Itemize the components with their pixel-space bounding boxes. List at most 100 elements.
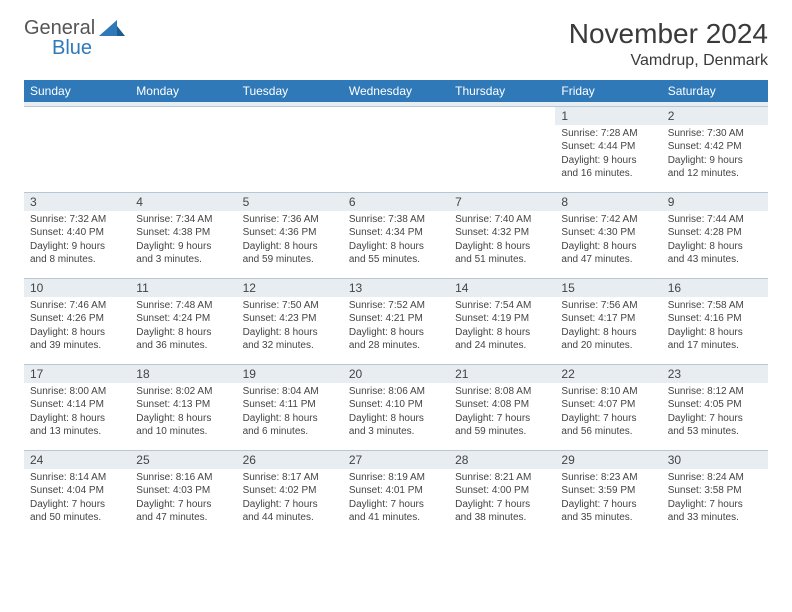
calendar-day-cell xyxy=(24,106,130,192)
day-details: Sunrise: 8:10 AMSunset: 4:07 PMDaylight:… xyxy=(555,383,661,443)
calendar-day-cell: 6Sunrise: 7:38 AMSunset: 4:34 PMDaylight… xyxy=(343,192,449,278)
calendar-day-cell: 2Sunrise: 7:30 AMSunset: 4:42 PMDaylight… xyxy=(662,106,768,192)
day-number: 24 xyxy=(24,451,130,469)
day-number: 18 xyxy=(130,365,236,383)
day-details: Sunrise: 7:48 AMSunset: 4:24 PMDaylight:… xyxy=(130,297,236,357)
calendar-day-cell: 8Sunrise: 7:42 AMSunset: 4:30 PMDaylight… xyxy=(555,192,661,278)
weekday-header: Friday xyxy=(555,80,661,102)
calendar-day-cell: 16Sunrise: 7:58 AMSunset: 4:16 PMDayligh… xyxy=(662,278,768,364)
calendar-day-cell: 21Sunrise: 8:08 AMSunset: 4:08 PMDayligh… xyxy=(449,364,555,450)
calendar-day-cell: 9Sunrise: 7:44 AMSunset: 4:28 PMDaylight… xyxy=(662,192,768,278)
day-details: Sunrise: 8:08 AMSunset: 4:08 PMDaylight:… xyxy=(449,383,555,443)
calendar-table: SundayMondayTuesdayWednesdayThursdayFrid… xyxy=(24,80,768,536)
logo-word-top: General xyxy=(24,18,95,38)
day-number: 27 xyxy=(343,451,449,469)
day-number: 16 xyxy=(662,279,768,297)
calendar-day-cell: 11Sunrise: 7:48 AMSunset: 4:24 PMDayligh… xyxy=(130,278,236,364)
day-details: Sunrise: 7:32 AMSunset: 4:40 PMDaylight:… xyxy=(24,211,130,271)
title-block: November 2024 Vamdrup, Denmark xyxy=(569,18,768,70)
day-details: Sunrise: 8:19 AMSunset: 4:01 PMDaylight:… xyxy=(343,469,449,529)
calendar-day-cell: 18Sunrise: 8:02 AMSunset: 4:13 PMDayligh… xyxy=(130,364,236,450)
calendar-day-cell: 12Sunrise: 7:50 AMSunset: 4:23 PMDayligh… xyxy=(237,278,343,364)
day-details: Sunrise: 8:14 AMSunset: 4:04 PMDaylight:… xyxy=(24,469,130,529)
location: Vamdrup, Denmark xyxy=(569,52,768,70)
calendar-day-cell: 26Sunrise: 8:17 AMSunset: 4:02 PMDayligh… xyxy=(237,450,343,536)
day-details: Sunrise: 8:02 AMSunset: 4:13 PMDaylight:… xyxy=(130,383,236,443)
day-number: 30 xyxy=(662,451,768,469)
calendar-day-cell: 20Sunrise: 8:06 AMSunset: 4:10 PMDayligh… xyxy=(343,364,449,450)
calendar-day-cell xyxy=(449,106,555,192)
day-details: Sunrise: 7:52 AMSunset: 4:21 PMDaylight:… xyxy=(343,297,449,357)
weekday-header: Wednesday xyxy=(343,80,449,102)
day-number: 23 xyxy=(662,365,768,383)
day-details: Sunrise: 8:00 AMSunset: 4:14 PMDaylight:… xyxy=(24,383,130,443)
calendar-day-cell: 30Sunrise: 8:24 AMSunset: 3:58 PMDayligh… xyxy=(662,450,768,536)
day-number: 21 xyxy=(449,365,555,383)
calendar-day-cell: 24Sunrise: 8:14 AMSunset: 4:04 PMDayligh… xyxy=(24,450,130,536)
day-number: 17 xyxy=(24,365,130,383)
day-number: 22 xyxy=(555,365,661,383)
weekday-header: Tuesday xyxy=(237,80,343,102)
day-details: Sunrise: 7:56 AMSunset: 4:17 PMDaylight:… xyxy=(555,297,661,357)
calendar-day-cell: 1Sunrise: 7:28 AMSunset: 4:44 PMDaylight… xyxy=(555,106,661,192)
day-number: 25 xyxy=(130,451,236,469)
day-number: 8 xyxy=(555,193,661,211)
calendar-day-cell: 29Sunrise: 8:23 AMSunset: 3:59 PMDayligh… xyxy=(555,450,661,536)
calendar-day-cell: 22Sunrise: 8:10 AMSunset: 4:07 PMDayligh… xyxy=(555,364,661,450)
day-details: Sunrise: 8:23 AMSunset: 3:59 PMDaylight:… xyxy=(555,469,661,529)
day-details: Sunrise: 7:38 AMSunset: 4:34 PMDaylight:… xyxy=(343,211,449,271)
weekday-header: Monday xyxy=(130,80,236,102)
day-number: 14 xyxy=(449,279,555,297)
calendar-day-cell: 17Sunrise: 8:00 AMSunset: 4:14 PMDayligh… xyxy=(24,364,130,450)
calendar-day-cell xyxy=(130,106,236,192)
day-details: Sunrise: 8:24 AMSunset: 3:58 PMDaylight:… xyxy=(662,469,768,529)
calendar-day-cell: 27Sunrise: 8:19 AMSunset: 4:01 PMDayligh… xyxy=(343,450,449,536)
day-number: 12 xyxy=(237,279,343,297)
day-number: 15 xyxy=(555,279,661,297)
day-details: Sunrise: 7:28 AMSunset: 4:44 PMDaylight:… xyxy=(555,125,661,185)
logo-mark-icon xyxy=(99,18,125,45)
calendar-day-cell: 13Sunrise: 7:52 AMSunset: 4:21 PMDayligh… xyxy=(343,278,449,364)
day-details: Sunrise: 7:30 AMSunset: 4:42 PMDaylight:… xyxy=(662,125,768,185)
calendar-day-cell: 10Sunrise: 7:46 AMSunset: 4:26 PMDayligh… xyxy=(24,278,130,364)
day-details: Sunrise: 7:54 AMSunset: 4:19 PMDaylight:… xyxy=(449,297,555,357)
day-details: Sunrise: 7:40 AMSunset: 4:32 PMDaylight:… xyxy=(449,211,555,271)
calendar-day-cell: 25Sunrise: 8:16 AMSunset: 4:03 PMDayligh… xyxy=(130,450,236,536)
header: General Blue November 2024 Vamdrup, Denm… xyxy=(24,18,768,70)
calendar-week-row: 24Sunrise: 8:14 AMSunset: 4:04 PMDayligh… xyxy=(24,450,768,536)
day-details: Sunrise: 7:36 AMSunset: 4:36 PMDaylight:… xyxy=(237,211,343,271)
day-number: 26 xyxy=(237,451,343,469)
day-number: 4 xyxy=(130,193,236,211)
calendar-day-cell: 19Sunrise: 8:04 AMSunset: 4:11 PMDayligh… xyxy=(237,364,343,450)
day-number: 6 xyxy=(343,193,449,211)
day-details: Sunrise: 7:42 AMSunset: 4:30 PMDaylight:… xyxy=(555,211,661,271)
day-details: Sunrise: 7:34 AMSunset: 4:38 PMDaylight:… xyxy=(130,211,236,271)
day-details: Sunrise: 8:16 AMSunset: 4:03 PMDaylight:… xyxy=(130,469,236,529)
calendar-day-cell: 23Sunrise: 8:12 AMSunset: 4:05 PMDayligh… xyxy=(662,364,768,450)
calendar-week-row: 10Sunrise: 7:46 AMSunset: 4:26 PMDayligh… xyxy=(24,278,768,364)
day-number: 2 xyxy=(662,107,768,125)
calendar-day-cell: 5Sunrise: 7:36 AMSunset: 4:36 PMDaylight… xyxy=(237,192,343,278)
calendar-day-cell: 7Sunrise: 7:40 AMSunset: 4:32 PMDaylight… xyxy=(449,192,555,278)
day-details: Sunrise: 7:58 AMSunset: 4:16 PMDaylight:… xyxy=(662,297,768,357)
day-details: Sunrise: 7:44 AMSunset: 4:28 PMDaylight:… xyxy=(662,211,768,271)
calendar-day-cell: 15Sunrise: 7:56 AMSunset: 4:17 PMDayligh… xyxy=(555,278,661,364)
page-title: November 2024 xyxy=(569,18,768,50)
day-number: 1 xyxy=(555,107,661,125)
logo-text: General Blue xyxy=(24,18,95,58)
logo-word-bottom: Blue xyxy=(24,38,95,58)
day-details: Sunrise: 8:21 AMSunset: 4:00 PMDaylight:… xyxy=(449,469,555,529)
calendar-week-row: 3Sunrise: 7:32 AMSunset: 4:40 PMDaylight… xyxy=(24,192,768,278)
day-number: 28 xyxy=(449,451,555,469)
day-number: 9 xyxy=(662,193,768,211)
calendar-day-cell: 28Sunrise: 8:21 AMSunset: 4:00 PMDayligh… xyxy=(449,450,555,536)
day-details: Sunrise: 8:04 AMSunset: 4:11 PMDaylight:… xyxy=(237,383,343,443)
weekday-header: Sunday xyxy=(24,80,130,102)
day-number: 29 xyxy=(555,451,661,469)
weekday-header-row: SundayMondayTuesdayWednesdayThursdayFrid… xyxy=(24,80,768,102)
calendar-day-cell: 3Sunrise: 7:32 AMSunset: 4:40 PMDaylight… xyxy=(24,192,130,278)
day-details: Sunrise: 7:50 AMSunset: 4:23 PMDaylight:… xyxy=(237,297,343,357)
weekday-header: Thursday xyxy=(449,80,555,102)
day-number: 20 xyxy=(343,365,449,383)
calendar-day-cell: 14Sunrise: 7:54 AMSunset: 4:19 PMDayligh… xyxy=(449,278,555,364)
